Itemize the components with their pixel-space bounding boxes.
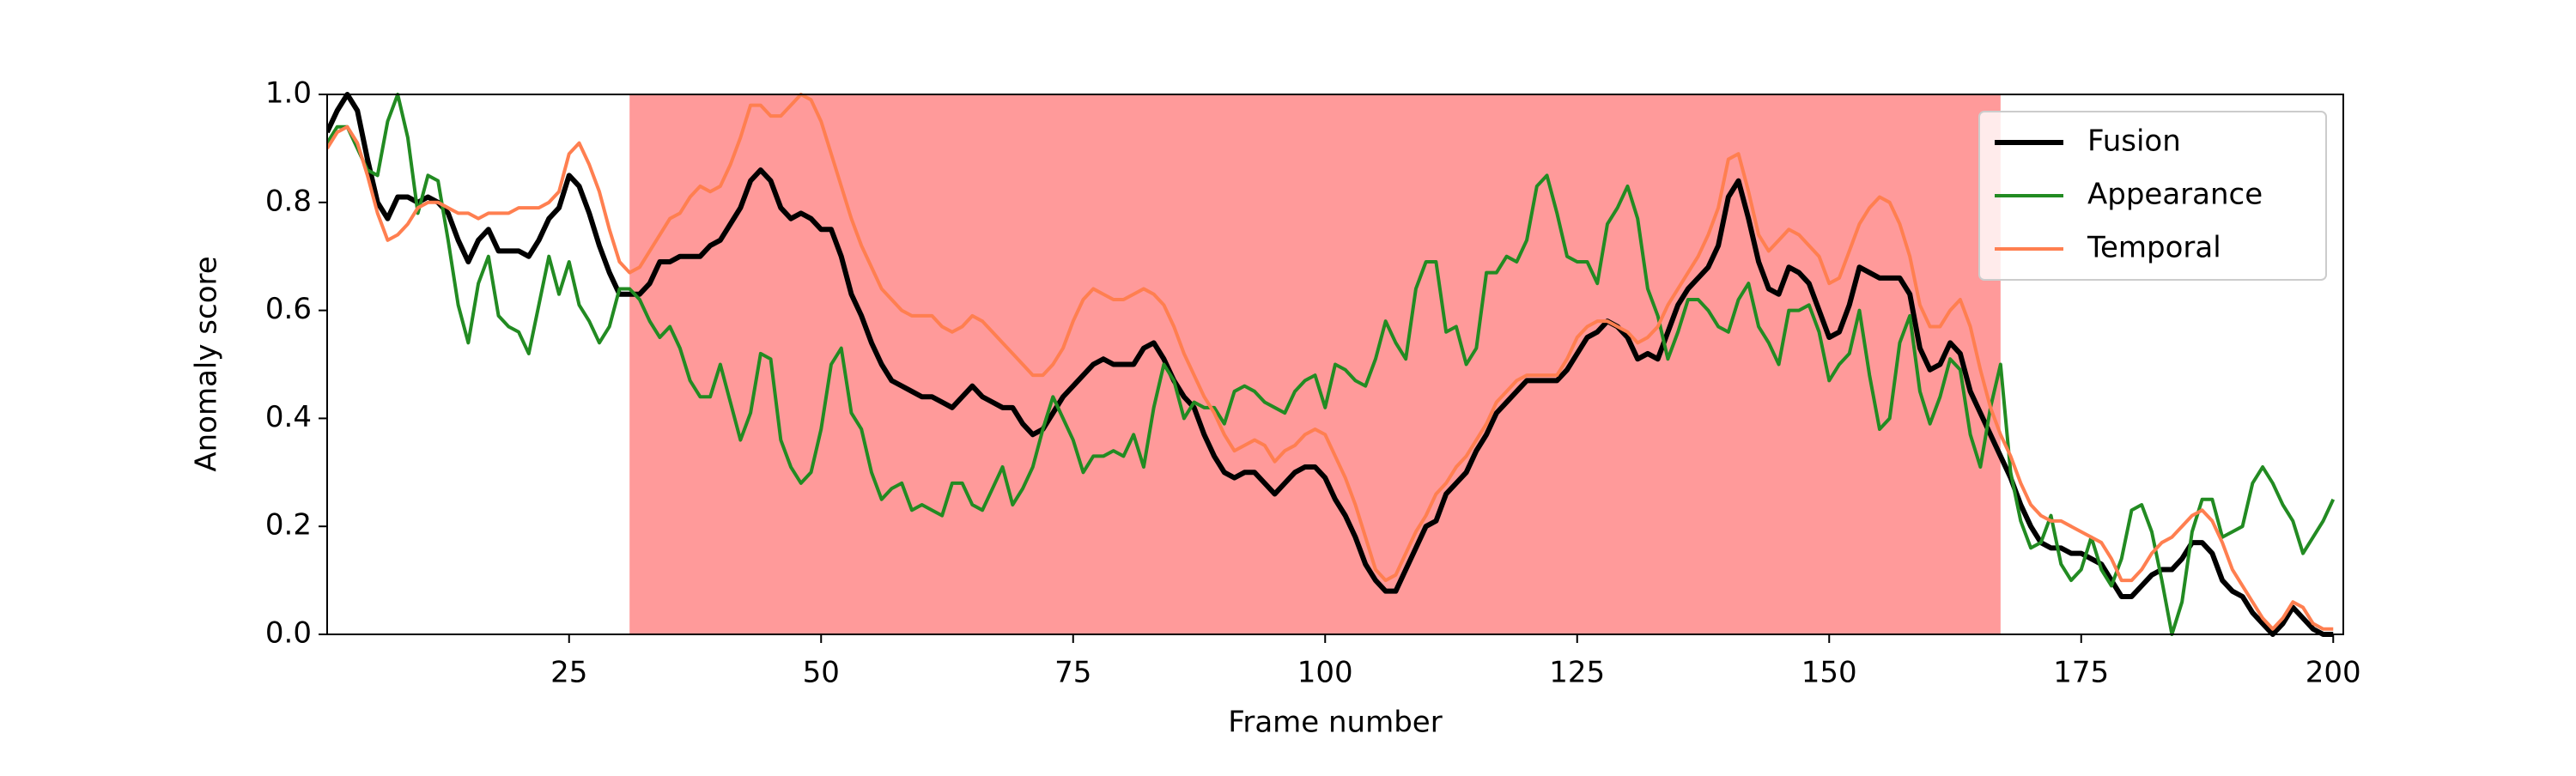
plot-frame [326, 94, 2344, 635]
legend: Fusion Appearance Temporal [1978, 111, 2327, 281]
line-series [327, 92, 2334, 637]
y-tick-label: 0.8 [265, 184, 312, 218]
x-tick-label: 125 [1549, 656, 1605, 690]
x-tick-label: 25 [550, 656, 587, 690]
x-tick-label: 200 [2306, 656, 2361, 690]
x-tick-label: 50 [803, 656, 840, 690]
line-series [327, 93, 2334, 631]
y-tick-label: 0.0 [265, 616, 312, 651]
legend-label: Fusion [2087, 124, 2181, 159]
legend-box [1978, 111, 2327, 281]
legend-label: Appearance [2087, 178, 2263, 212]
y-axis-label: Anomaly score [190, 256, 224, 471]
x-tick-label: 175 [2053, 656, 2109, 690]
x-axis-label: Frame number [1228, 706, 1442, 740]
legend-label: Temporal [2087, 231, 2221, 265]
line-series [327, 93, 2336, 636]
y-tick-label: 0.4 [265, 400, 312, 434]
x-tick-label: 100 [1297, 656, 1353, 690]
shaded-region [629, 94, 2001, 634]
y-tick-label: 0.2 [265, 508, 312, 543]
y-tick-label: 1.0 [265, 76, 312, 111]
x-tick-label: 150 [1801, 656, 1857, 690]
y-tick-label: 0.6 [265, 292, 312, 326]
x-tick-label: 75 [1054, 656, 1091, 690]
